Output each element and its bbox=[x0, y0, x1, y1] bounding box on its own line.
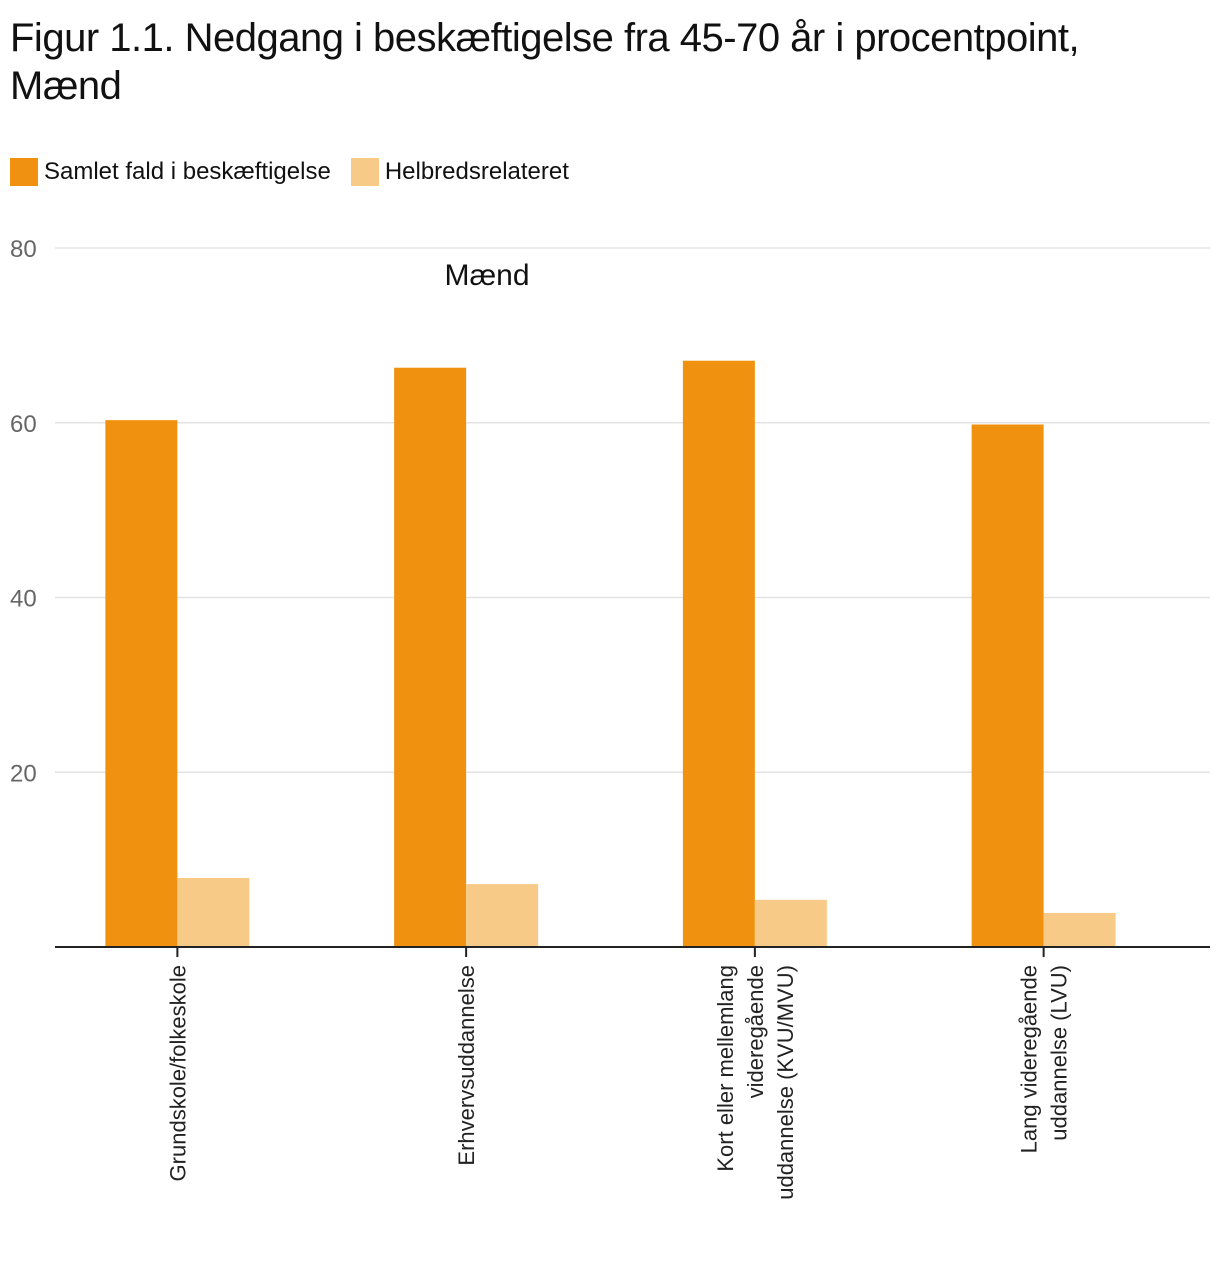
category-label-4-line-2: uddannelse (LVU) bbox=[1047, 965, 1072, 1141]
bar-series1-cat1 bbox=[105, 420, 178, 947]
bar-series1-cat4 bbox=[971, 424, 1044, 947]
category-label-group-4: Lang videregående uddannelse (LVU) bbox=[1017, 965, 1072, 1153]
y-tick-label-40: 40 bbox=[10, 586, 37, 613]
category-label-4-line-1: Lang videregående bbox=[1017, 965, 1042, 1153]
legend: Samlet fald i beskæftigelse Helbredsrela… bbox=[10, 156, 589, 188]
bar-series2-cat2 bbox=[466, 884, 539, 947]
y-tick-label-80: 80 bbox=[10, 236, 37, 263]
bar-series1-cat2 bbox=[394, 367, 467, 947]
panel-label: Mænd bbox=[444, 259, 529, 292]
category-label-2-line-1: Erhvervsuddannelse bbox=[454, 965, 479, 1166]
legend-swatch-samlet bbox=[10, 158, 38, 186]
bar-series1-cat3 bbox=[682, 360, 755, 947]
legend-swatch-helbred bbox=[350, 158, 379, 186]
category-label-3-line-2: videregående bbox=[743, 965, 768, 1098]
category-label-3-line-3: uddannelse (KVU/MVU) bbox=[773, 965, 798, 1200]
legend-label-helbred: Helbredsrelateret bbox=[384, 158, 569, 185]
bar-series2-cat1 bbox=[177, 877, 250, 947]
category-label-3-line-1: Kort eller mellemlang bbox=[713, 965, 738, 1172]
y-tick-label-20: 20 bbox=[10, 760, 37, 787]
legend-label-samlet: Samlet fald i beskæftigelse bbox=[44, 158, 331, 185]
y-tick-label-60: 60 bbox=[10, 411, 37, 438]
chart-title-line-2: Mænd bbox=[10, 64, 122, 108]
bar-series2-cat3 bbox=[754, 899, 827, 947]
bar-series2-cat4 bbox=[1043, 912, 1116, 947]
category-label-group-1: Grundskole/folkeskole bbox=[165, 965, 190, 1181]
category-label-1-line-1: Grundskole/folkeskole bbox=[165, 965, 190, 1181]
category-label-group-3: Kort eller mellemlang videregående uddanne… bbox=[713, 965, 798, 1200]
legend-item-samlet: Samlet fald i beskæftigelse bbox=[10, 158, 331, 186]
chart-title-line-1: Figur 1.1. Nedgang i beskæftigelse fra 4… bbox=[10, 16, 1080, 60]
legend-item-helbred: Helbredsrelateret bbox=[350, 158, 569, 186]
category-label-group-2: Erhvervsuddannelse bbox=[454, 965, 479, 1166]
chart-title: Figur 1.1. Nedgang i beskæftigelse fra 4… bbox=[10, 14, 1200, 110]
